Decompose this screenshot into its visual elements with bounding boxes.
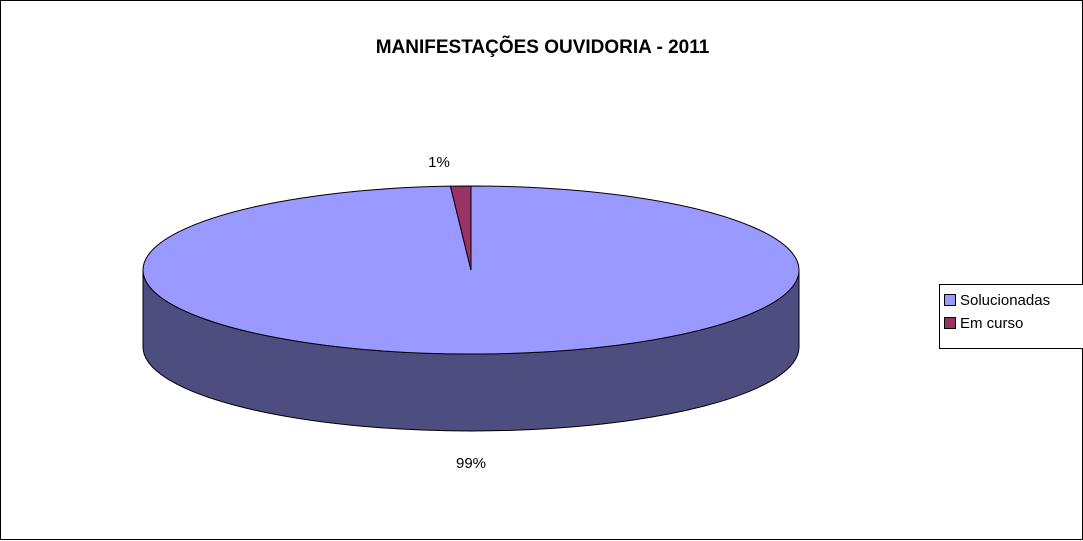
data-label-em-curso: 1% — [428, 154, 450, 171]
legend: Solucionadas Em curso — [939, 284, 1083, 349]
data-label-solucionadas: 99% — [456, 455, 486, 472]
pie-slice-em-curso — [449, 185, 472, 271]
legend-label-em-curso: Em curso — [960, 314, 1024, 332]
chart-title: MANIFESTAÇÕES OUVIDORIA - 2011 — [375, 37, 710, 58]
legend-item-em-curso: Em curso — [944, 313, 1023, 333]
legend-label-solucionadas: Solucionadas — [960, 291, 1051, 309]
legend-item-solucionadas: Solucionadas — [944, 290, 1050, 310]
legend-swatch-solucionadas — [944, 294, 956, 306]
legend-swatch-em-curso — [944, 317, 956, 329]
